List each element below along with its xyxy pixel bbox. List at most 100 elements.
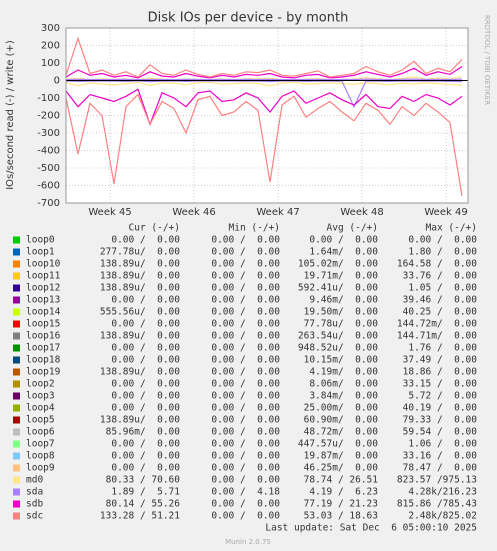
legend-stat: 263.54u/ 0.00 [298,331,378,342]
legend-stat: 0.00 / 0.00 [211,307,280,318]
legend-stat: 0.00 / 0.00 [211,499,280,510]
legend-stat: 1.80 / 0.00 [408,247,477,258]
legend-swatch [13,464,20,472]
legend-label: loop1 [26,247,55,258]
legend-stat: 48.72m/ 0.00 [304,427,379,438]
x-tick-label: Week 45 [88,207,131,218]
legend-swatch [13,260,20,268]
legend-stat: 80.14 / 55.26 [106,499,181,510]
legend-stat: 0.00 / 0.00 [211,235,280,246]
legend-stat: 80.33 / 70.60 [106,475,181,486]
legend-swatch [13,380,20,388]
legend-stat: 9.46m/ 0.00 [309,295,378,306]
legend-label: loop12 [26,283,60,294]
legend-stat: 0.00 / 0.00 [211,511,280,522]
legend-stat: 79.33 / 0.00 [403,415,478,426]
legend-stat: 25.00m/ 0.00 [304,403,379,414]
legend-stat: 0.00 / 0.00 [111,319,180,330]
legend-stat: 592.41u/ 0.00 [298,283,378,294]
legend-stat: 0.00 / 0.00 [111,391,180,402]
legend-stat: 0.00 / 0.00 [211,283,280,294]
legend-swatch [13,404,20,412]
series-line [65,88,463,127]
legend-label: loop8 [26,451,55,462]
legend-swatch [13,440,20,448]
x-tick-label: Week 46 [172,207,215,218]
legend-swatch [13,344,20,352]
legend-stat: 59.54 / 0.00 [403,427,478,438]
legend-stat: 1.06 / 0.00 [408,439,477,450]
y-axis-label: IOs/second read (-) / write (+) [5,40,16,190]
legend-label: loop3 [26,391,55,402]
legend-stat: 78.47 / 0.00 [403,463,478,474]
legend-stat: 0.00 / 0.00 [211,355,280,366]
series-line [65,78,463,81]
legend-stat: 46.25m/ 0.00 [304,463,379,474]
legend-stat: 0.00 / 0.00 [211,391,280,402]
legend-swatch [13,356,20,364]
y-tick-label: 0 [54,76,60,87]
footer: Munin 2.0.75 [225,538,271,546]
legend-stat: 823.57 /975.13 [397,475,477,486]
legend-swatch [13,272,20,280]
y-tick-label: -200 [37,111,60,122]
legend-stat: 19.87m/ 0.00 [304,451,379,462]
legend-stat: 4.28k/216.23 [408,487,477,498]
legend-label: loop18 [26,355,61,366]
legend-stat: 33.16 / 0.00 [403,451,478,462]
legend-label: loop4 [26,403,55,414]
legend-stat: 277.78u/ 0.00 [100,247,180,258]
y-tick-label: 100 [41,58,60,69]
legend-stat: 77.19 / 21.23 [304,499,378,510]
legend-stat: 0.00 / 0.00 [211,259,280,270]
legend-stat: 0.00 / 0.00 [111,343,180,354]
legend-label: loop10 [26,259,61,270]
legend-swatch [13,308,20,316]
legend-stat: 2.48k/825.02 [408,511,477,522]
legend-label: md0 [26,475,43,486]
legend-swatch [13,392,20,400]
legend-label: sdc [26,511,43,522]
legend-label: loop16 [26,331,61,342]
legend-stat: 0.00 / 0.00 [408,235,477,246]
legend-swatch [13,500,20,508]
series-line [65,80,463,109]
legend-stat: 39.46 / 0.00 [403,295,478,306]
legend-stat: 138.89u/ 0.00 [100,331,180,342]
legend-stat: 0.00 / 0.00 [111,295,180,306]
legend-label: loop14 [26,307,61,318]
legend-stat: 0.00 / 0.00 [111,403,180,414]
last-update: Last update: Sat Dec 6 05:00:10 2025 [265,523,477,534]
legend-swatch [13,296,20,304]
y-tick-label: -600 [37,181,60,192]
legend-stat: 948.52u/ 0.00 [298,343,378,354]
legend-stat: 0.00 / 0.00 [111,235,180,246]
legend-stat: 138.89u/ 0.00 [100,283,180,294]
legend-stat: 0.00 / 0.00 [309,235,378,246]
legend-stat: 0.00 / 0.00 [211,427,280,438]
legend-stat: 1.89 / 5.71 [111,487,180,498]
column-header: Cur (-/+) [129,223,180,234]
column-header: Min (-/+) [229,223,280,234]
chart-title: Disk IOs per device - by month [148,11,349,26]
legend-stat: 40.25 / 0.00 [403,307,478,318]
legend-label: loop9 [26,463,55,474]
legend-stat: 144.71m/ 0.00 [397,331,477,342]
legend-stat: 0.00 / 0.00 [111,439,180,450]
legend-stat: 4.19 / 6.23 [309,487,378,498]
legend-stat: 0.00 / 0.00 [211,319,280,330]
legend-stat: 144.72m/ 0.00 [397,319,477,330]
column-header: Max (-/+) [426,223,477,234]
legend-stat: 60.90m/ 0.00 [304,415,379,426]
legend-label: loop15 [26,319,60,330]
series-line [65,36,463,78]
legend-stat: 77.78u/ 0.00 [304,319,379,330]
legend-stat: 1.76 / 0.00 [408,343,477,354]
legend-stat: 138.89u/ 0.00 [100,259,180,270]
legend-stat: 138.89u/ 0.00 [100,271,180,282]
legend-stat: 19.71m/ 0.00 [304,271,379,282]
legend-stat: 8.06m/ 0.00 [309,379,378,390]
legend-stat: 33.15 / 0.00 [403,379,478,390]
